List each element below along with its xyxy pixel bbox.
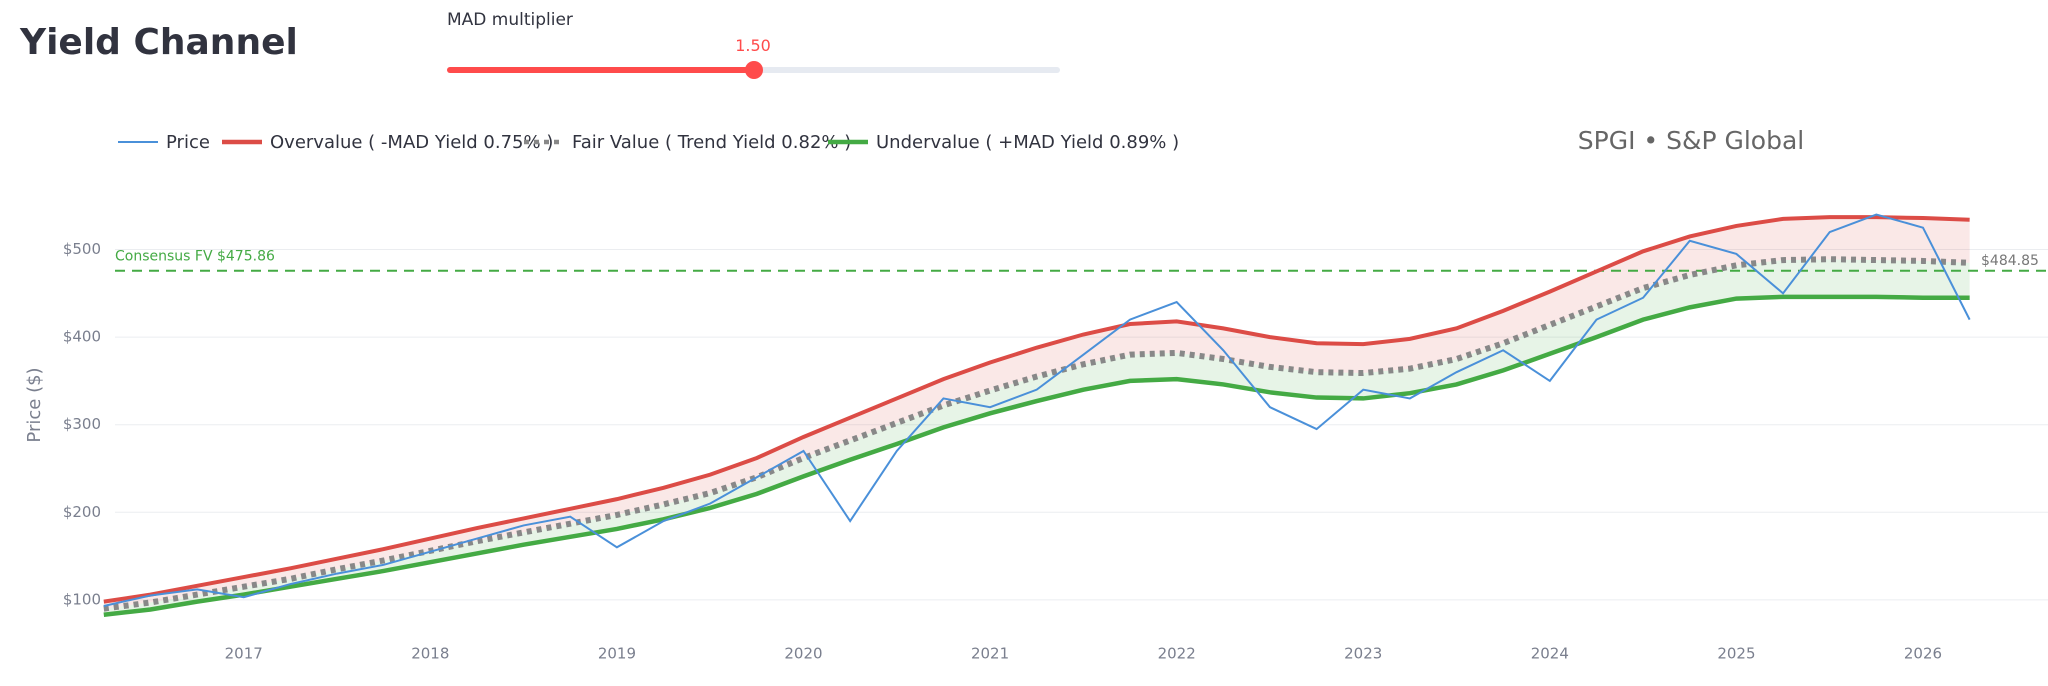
y-tick-label: $400 bbox=[63, 328, 101, 346]
legend-label: Overvalue ( -MAD Yield 0.75% ) bbox=[270, 132, 553, 153]
x-tick-label: 2023 bbox=[1344, 645, 1382, 663]
x-tick-label: 2017 bbox=[225, 645, 263, 663]
x-tick-label: 2025 bbox=[1717, 645, 1755, 663]
slider-knob[interactable] bbox=[744, 61, 763, 79]
series-line bbox=[103, 213, 1971, 607]
series-line bbox=[103, 256, 1970, 612]
x-tick-label: 2019 bbox=[598, 645, 636, 663]
legend-label: Fair Value ( Trend Yield 0.82% ) bbox=[572, 132, 851, 153]
x-tick-label: 2021 bbox=[971, 645, 1009, 663]
series-line bbox=[103, 215, 1970, 604]
y-axis-title: Price ($) bbox=[24, 367, 45, 442]
slider-track[interactable] bbox=[447, 61, 1060, 79]
y-tick-label: $200 bbox=[63, 503, 101, 521]
consensus-label: Consensus FV $475.86 bbox=[115, 249, 275, 265]
chart-title: SPGI • S&P Global bbox=[1578, 126, 1804, 155]
y-tick-label: $300 bbox=[63, 415, 101, 433]
last-value-label: $484.85 bbox=[1981, 253, 2039, 269]
slider-label: MAD multiplier bbox=[447, 10, 573, 30]
x-tick-label: 2018 bbox=[411, 645, 449, 663]
slider-value: 1.50 bbox=[735, 36, 771, 55]
series-line bbox=[103, 294, 1970, 617]
y-tick-label: $500 bbox=[63, 240, 101, 258]
page-title: Yield Channel bbox=[20, 22, 298, 63]
legend-label: Price bbox=[166, 132, 210, 153]
x-tick-label: 2026 bbox=[1904, 645, 1942, 663]
legend-label: Undervalue ( +MAD Yield 0.89% ) bbox=[876, 132, 1179, 153]
x-tick-label: 2020 bbox=[784, 645, 822, 663]
slider-fill bbox=[447, 67, 754, 73]
y-tick-label: $100 bbox=[63, 590, 101, 608]
x-tick-label: 2024 bbox=[1531, 645, 1569, 663]
x-tick-label: 2022 bbox=[1158, 645, 1196, 663]
